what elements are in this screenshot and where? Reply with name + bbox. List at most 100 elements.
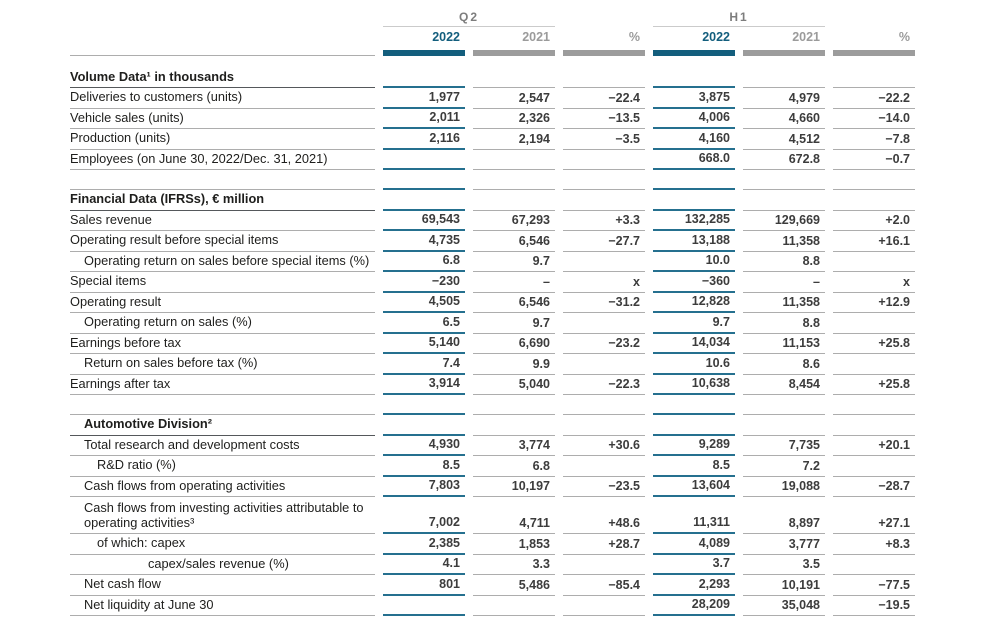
cell-value [833, 354, 915, 375]
row-label: Operating return on sales before special… [70, 252, 375, 272]
cell-value: 2,547 [473, 88, 555, 109]
cell-value: 6.5 [383, 313, 465, 334]
table-row: Cash flows from operating activities 7,80… [70, 477, 1000, 497]
table-row: Cash flows from investing activities att… [70, 497, 1000, 534]
cell-value: −27.7 [563, 231, 645, 252]
column-bar-row [70, 44, 1000, 56]
cell-value: 11,311 [653, 497, 735, 534]
table-row: Operating return on sales before special… [70, 252, 1000, 272]
cell-value: 9,289 [653, 436, 735, 456]
cell-value: 4.1 [383, 555, 465, 575]
cell-value [833, 190, 915, 211]
cell-value: 2,385 [383, 534, 465, 555]
cell-value [383, 56, 465, 88]
col-header-q2-2021: 2021 [522, 30, 550, 44]
cell-value: −3.5 [563, 129, 645, 150]
cell-value: 672.8 [743, 150, 825, 170]
cell-value: +16.1 [833, 231, 915, 252]
cell-value [563, 415, 645, 436]
cell-value [383, 170, 465, 190]
row-label [70, 395, 375, 415]
cell-value [563, 313, 645, 334]
cell-value: x [833, 272, 915, 293]
cell-value [833, 395, 915, 415]
cell-value: 28,209 [653, 596, 735, 616]
row-label: of which: capex [70, 534, 375, 555]
table-row: Total research and development costs 4,93… [70, 436, 1000, 456]
cell-value [473, 190, 555, 211]
cell-value: 10,191 [743, 575, 825, 596]
table-row: of which: capex 2,385 1,853 +28.7 4,089 3,777… [70, 534, 1000, 555]
cell-value: 11,153 [743, 334, 825, 354]
col-bar-h1-2021 [743, 50, 825, 56]
cell-value: −13.5 [563, 109, 645, 129]
cell-value: +8.3 [833, 534, 915, 555]
cell-value: 10.0 [653, 252, 735, 272]
cell-value [473, 596, 555, 616]
cell-value: 7,735 [743, 436, 825, 456]
cell-value [653, 190, 735, 211]
cell-value: −360 [653, 272, 735, 293]
table-row: Operating result 4,505 6,546 −31.2 12,828 11,… [70, 293, 1000, 313]
cell-value: −23.5 [563, 477, 645, 497]
row-label: Vehicle sales (units) [70, 109, 375, 129]
cell-value: 4,505 [383, 293, 465, 313]
section-row: Financial Data (IFRSs), € million [70, 190, 1000, 211]
row-label: Financial Data (IFRSs), € million [70, 190, 375, 211]
report-table-body: Volume Data¹ in thousands Deliveries to c… [70, 56, 1000, 616]
cell-value [563, 596, 645, 616]
cell-value: +20.1 [833, 436, 915, 456]
cell-value: −28.7 [833, 477, 915, 497]
cell-value [473, 395, 555, 415]
cell-value [653, 415, 735, 436]
cell-value: 13,604 [653, 477, 735, 497]
cell-value: +2.0 [833, 211, 915, 231]
cell-value: 5,140 [383, 334, 465, 354]
cell-value: 7,803 [383, 477, 465, 497]
section-row: Volume Data¹ in thousands [70, 56, 1000, 88]
table-row: Operating return on sales (%) 6.5 9.7 9.7 8.… [70, 313, 1000, 334]
cell-value [833, 456, 915, 477]
cell-value: +25.8 [833, 375, 915, 395]
cell-value: +30.6 [563, 436, 645, 456]
col-header-q2-percent: % [628, 30, 640, 44]
cell-value: 801 [383, 575, 465, 596]
cell-value: 668.0 [653, 150, 735, 170]
col-bar-q2-2022 [383, 50, 465, 56]
cell-value [383, 415, 465, 436]
cell-value: 10,197 [473, 477, 555, 497]
cell-value: 2,293 [653, 575, 735, 596]
table-row: Earnings after tax 3,914 5,040 −22.3 10,638 8… [70, 375, 1000, 395]
cell-value: 4,711 [473, 497, 555, 534]
cell-value: – [473, 272, 555, 293]
table-row: Vehicle sales (units) 2,011 2,326 −13.5 4,00… [70, 109, 1000, 129]
cell-value [383, 596, 465, 616]
cell-value: 2,194 [473, 129, 555, 150]
table-row: Operating result before special items 4,7… [70, 231, 1000, 252]
cell-value: 8.6 [743, 354, 825, 375]
cell-value: 3.3 [473, 555, 555, 575]
cell-value: +3.3 [563, 211, 645, 231]
row-label: Return on sales before tax (%) [70, 354, 375, 375]
cell-value: 19,088 [743, 477, 825, 497]
cell-value: 7.2 [743, 456, 825, 477]
cell-value: −23.2 [563, 334, 645, 354]
cell-value: −85.4 [563, 575, 645, 596]
cell-value: 9.9 [473, 354, 555, 375]
col-header-h1-2021: 2021 [792, 30, 820, 44]
cell-value: −230 [383, 272, 465, 293]
cell-value: 6,546 [473, 231, 555, 252]
cell-value: – [743, 272, 825, 293]
cell-value: 132,285 [653, 211, 735, 231]
row-label: Operating result [70, 293, 375, 313]
cell-value [743, 170, 825, 190]
cell-value: 8.5 [653, 456, 735, 477]
cell-value [563, 354, 645, 375]
cell-value: 67,293 [473, 211, 555, 231]
column-group-q2: Q2 [383, 10, 555, 27]
cell-value: −31.2 [563, 293, 645, 313]
cell-value: 6,546 [473, 293, 555, 313]
row-label: R&D ratio (%) [70, 456, 375, 477]
table-row: Deliveries to customers (units) 1,977 2,54… [70, 88, 1000, 109]
table-row: R&D ratio (%) 8.5 6.8 8.5 7.2 [70, 456, 1000, 477]
